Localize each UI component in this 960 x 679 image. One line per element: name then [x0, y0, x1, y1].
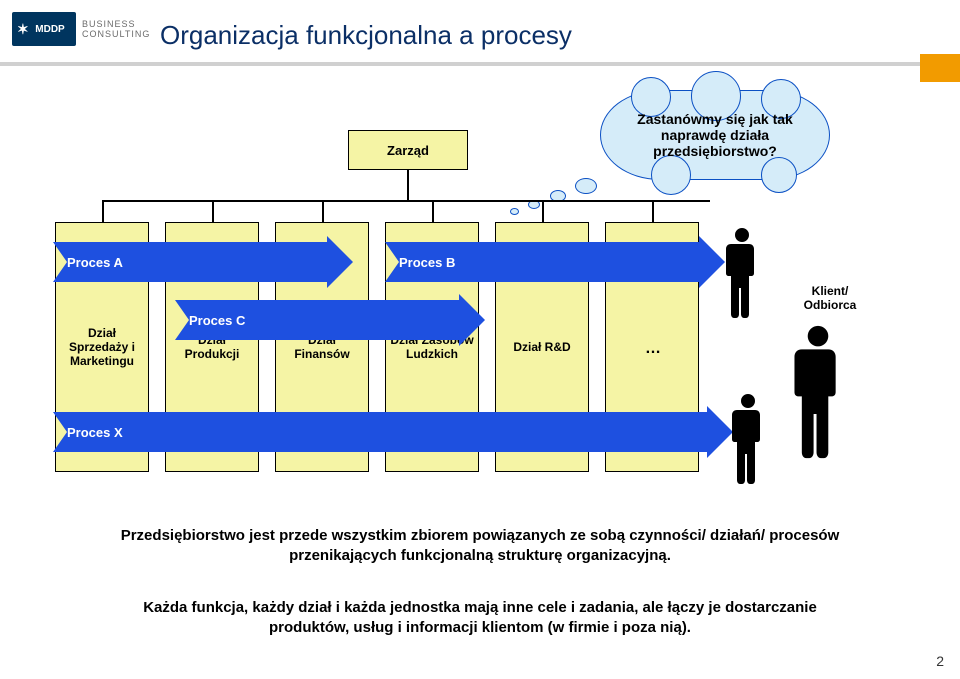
connector: [407, 170, 409, 202]
connector: [432, 200, 434, 222]
connector: [652, 200, 654, 222]
process-a-arrow: Proces A: [53, 242, 353, 282]
process-x-arrow: Proces X: [53, 412, 733, 452]
process-b-arrow: Proces B: [385, 242, 725, 282]
klient-label: Klient/ Odbiorca: [795, 284, 865, 313]
logo-subtitle: BUSINESS CONSULTING: [82, 19, 150, 39]
logo-badge: MDDP: [12, 12, 76, 46]
connector: [212, 200, 214, 222]
slide-title: Organizacja funkcjonalna a procesy: [160, 20, 572, 51]
dept-label: Dział Sprzedaży i Marketingu: [56, 326, 148, 368]
title-rule: [0, 62, 960, 66]
thought-cloud: Zastanówmy się jak tak naprawdę działa p…: [600, 90, 830, 190]
process-c-arrow: Proces C: [175, 300, 485, 340]
paragraph-2: Każda funkcja, każdy dział i każda jedno…: [110, 598, 850, 637]
process-a-label: Proces A: [67, 255, 123, 270]
dept-label: Dział R&D: [509, 340, 574, 354]
accent-bar: [920, 54, 960, 82]
logo-badge-text: MDDP: [35, 24, 64, 35]
logo-sub-line1: BUSINESS: [82, 19, 150, 29]
connector: [322, 200, 324, 222]
logo: MDDP BUSINESS CONSULTING: [12, 12, 150, 46]
thought-bubble-1: [575, 178, 597, 194]
connector: [102, 200, 104, 222]
zarzad-box: Zarząd: [348, 130, 468, 170]
person-icon: [731, 394, 765, 484]
client-person-icon: [793, 322, 843, 462]
connector: [542, 200, 544, 222]
person-icon: [725, 228, 759, 318]
process-b-label: Proces B: [399, 255, 455, 270]
process-c-label: Proces C: [189, 313, 245, 328]
paragraph-1: Przedsiębiorstwo jest przede wszystkim z…: [120, 526, 840, 565]
page-number: 2: [936, 653, 944, 669]
thought-text: Zastanówmy się jak tak naprawdę działa p…: [619, 111, 811, 159]
logo-sub-line2: CONSULTING: [82, 29, 150, 39]
dept-ellipsis-label: …: [645, 340, 661, 358]
org-chart: Dział Sprzedaży i Marketingu Dział Produ…: [55, 222, 905, 482]
connector: [102, 200, 710, 202]
thought-bubble-4: [510, 208, 519, 215]
zarzad-label: Zarząd: [387, 143, 429, 158]
process-x-label: Proces X: [67, 425, 123, 440]
